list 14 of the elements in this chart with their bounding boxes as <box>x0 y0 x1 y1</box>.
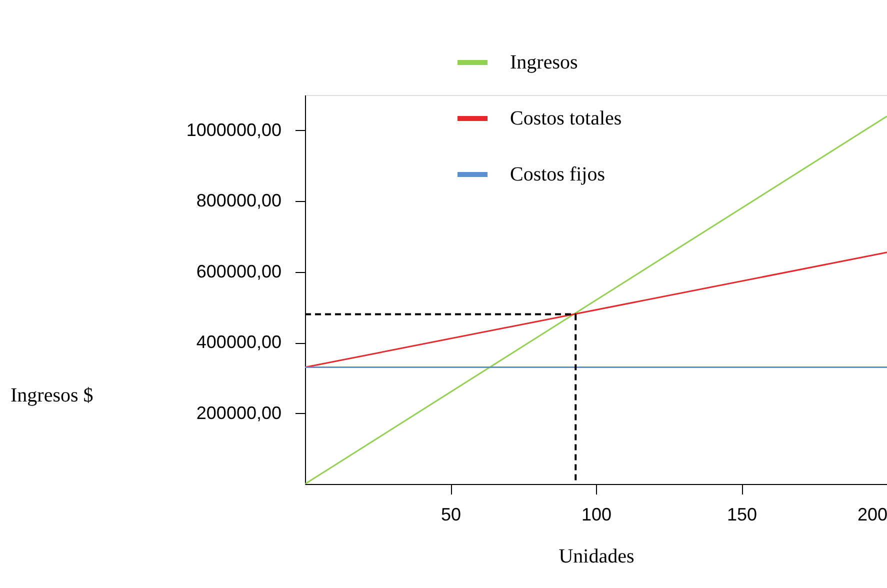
x-axis-title: Unidades <box>558 546 634 568</box>
y-tick-label: 200000,00 <box>196 402 282 423</box>
x-tick-label: 200 <box>857 504 887 524</box>
legend-label: Costos totales <box>510 108 622 130</box>
y-tick-label: 800000,00 <box>196 190 282 211</box>
x-tick-label: 150 <box>726 504 758 524</box>
x-tick-label: 50 <box>440 504 462 524</box>
legend-label: Ingresos <box>510 52 578 74</box>
y-tick-label: 600000,00 <box>196 261 282 282</box>
y-axis-title: Ingresos $ <box>10 384 94 406</box>
y-tick-label: 400000,00 <box>196 332 282 352</box>
x-tick-label: 100 <box>581 504 612 524</box>
legend-label: Costos fijos <box>510 164 606 186</box>
y-tick-label: 1000000,00 <box>186 120 282 140</box>
